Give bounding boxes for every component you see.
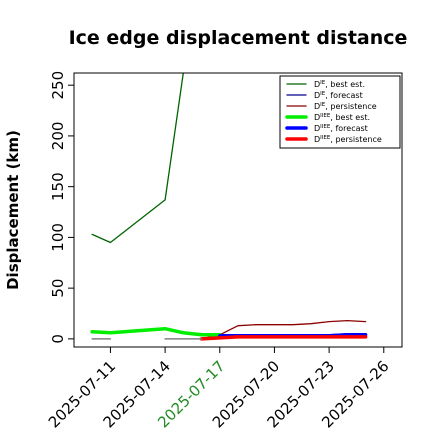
legend-label: DIIEE, persistence (314, 135, 382, 144)
series-line-2 (200, 319, 367, 340)
series-line-3 (90, 326, 222, 337)
legend-label: DIE, forecast (314, 91, 363, 100)
y-axis: 0 50 100 150 200 250 (49, 71, 75, 347)
legend-box (279, 75, 401, 149)
series-line-0 (91, 73, 184, 244)
y-tick-label: 150 (49, 172, 67, 201)
y-tick-label: 0 (49, 334, 67, 344)
series-line-5 (199, 335, 368, 341)
y-tick-label: 250 (49, 71, 67, 100)
chart-title: Ice edge displacement distance (69, 27, 408, 49)
y-tick-label: 100 (49, 223, 67, 252)
legend: DIE, best est. DIE, forecast DIE, persiste… (279, 75, 401, 149)
y-tick-label: 50 (49, 279, 67, 298)
series-layer (90, 73, 368, 341)
y-tick-label: 200 (49, 122, 67, 151)
legend-label: DIIEE, forecast (314, 124, 368, 133)
legend-label: DIIEE, best est. (314, 113, 370, 122)
x-axis: 2025-07-112025-07-142025-07-172025-07-20… (45, 347, 393, 431)
y-axis-label: Displacement (km) (4, 130, 22, 290)
legend-label: DIE, persistence (314, 102, 377, 111)
legend-label: DIE, best est. (314, 80, 365, 89)
